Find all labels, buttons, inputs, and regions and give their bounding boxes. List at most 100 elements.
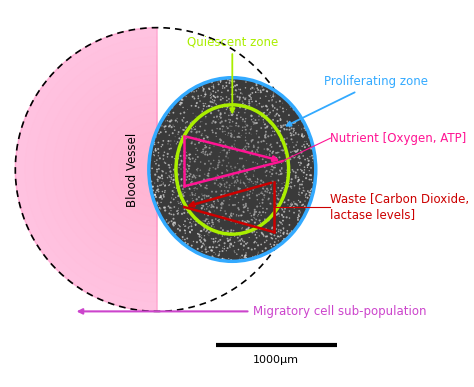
Point [297,147,304,154]
Point [239,103,246,109]
Point [202,228,210,235]
Point [189,195,196,202]
Point [214,231,222,238]
Point [170,166,178,173]
Point [151,171,159,178]
Point [295,159,303,166]
Point [177,153,184,159]
Point [214,173,222,179]
Point [221,85,228,91]
Point [301,212,308,218]
Point [260,179,267,185]
Point [227,107,234,113]
Point [217,137,225,144]
Point [280,125,288,132]
Point [211,226,219,233]
Point [230,109,238,115]
Point [211,238,219,244]
Point [152,134,160,140]
Point [248,247,255,253]
Point [264,117,271,123]
Point [305,135,313,141]
Point [291,183,298,189]
Point [311,161,319,168]
Point [210,199,218,205]
Point [229,243,237,249]
Point [219,214,226,220]
Point [306,192,313,199]
Point [224,168,231,174]
Point [198,191,206,197]
Point [240,166,248,172]
Point [302,127,310,133]
Point [180,115,188,121]
Point [203,172,211,178]
Point [247,127,255,133]
Point [169,122,177,128]
Point [227,241,235,247]
Point [201,238,209,244]
Point [235,207,243,213]
Point [292,131,300,137]
Point [305,162,312,168]
Point [194,165,201,171]
Point [216,113,223,120]
Point [209,253,216,259]
Point [223,184,230,190]
Point [276,98,283,104]
Point [194,93,202,99]
Point [196,233,203,240]
Point [259,112,266,118]
Point [273,241,281,248]
Point [231,178,239,185]
Point [244,218,251,224]
Point [210,236,217,242]
Point [262,225,270,231]
Point [292,225,300,231]
Point [255,211,262,217]
Point [196,173,203,179]
Point [236,156,244,162]
Point [227,229,235,235]
Point [273,111,281,117]
Point [175,205,182,211]
Point [220,214,228,221]
Point [257,190,265,196]
Point [268,178,276,184]
Point [208,202,216,208]
Point [219,245,226,251]
Point [147,147,155,153]
Point [235,247,242,253]
Point [308,186,316,192]
Point [182,149,190,156]
Point [218,89,226,96]
Point [221,188,228,194]
Point [290,168,297,175]
Point [255,101,263,107]
Point [206,145,213,151]
Point [202,246,210,252]
Point [256,209,264,216]
Point [254,250,262,257]
Point [181,145,189,151]
Point [293,139,301,145]
Point [238,236,246,242]
Point [202,121,210,127]
Point [228,143,236,149]
Point [179,234,186,240]
Point [229,146,237,152]
Point [304,162,311,168]
Point [166,110,173,116]
Point [172,221,179,227]
Point [307,187,314,194]
Point [210,94,218,100]
Point [175,129,182,135]
Point [279,207,286,213]
Point [267,93,274,99]
Point [266,142,274,149]
Point [187,230,194,236]
Point [242,183,249,189]
Point [175,191,183,197]
Point [250,78,257,84]
Point [311,174,319,180]
